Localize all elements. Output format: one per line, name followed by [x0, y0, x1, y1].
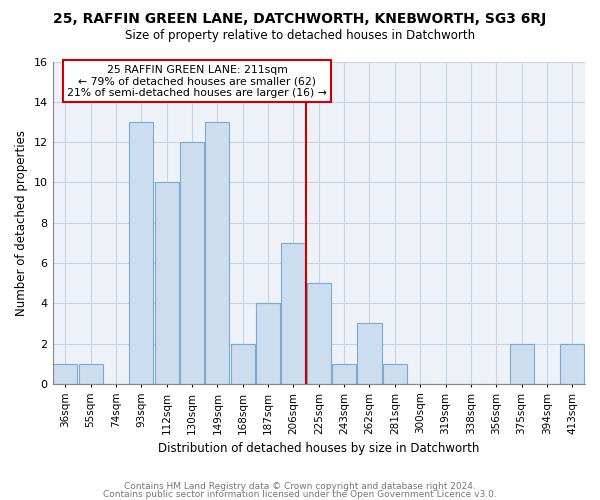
Text: Size of property relative to detached houses in Datchworth: Size of property relative to detached ho… — [125, 29, 475, 42]
Bar — [180, 142, 204, 384]
X-axis label: Distribution of detached houses by size in Datchworth: Distribution of detached houses by size … — [158, 442, 479, 455]
Bar — [281, 243, 305, 384]
Bar — [560, 344, 584, 384]
Bar — [205, 122, 229, 384]
Bar — [383, 364, 407, 384]
Bar — [509, 344, 533, 384]
Bar — [53, 364, 77, 384]
Bar — [230, 344, 255, 384]
Bar — [79, 364, 103, 384]
Bar — [129, 122, 154, 384]
Bar — [358, 324, 382, 384]
Bar — [332, 364, 356, 384]
Bar — [256, 304, 280, 384]
Bar — [155, 182, 179, 384]
Bar — [307, 283, 331, 384]
Y-axis label: Number of detached properties: Number of detached properties — [15, 130, 28, 316]
Text: 25 RAFFIN GREEN LANE: 211sqm
← 79% of detached houses are smaller (62)
21% of se: 25 RAFFIN GREEN LANE: 211sqm ← 79% of de… — [67, 64, 327, 98]
Text: Contains public sector information licensed under the Open Government Licence v3: Contains public sector information licen… — [103, 490, 497, 499]
Text: 25, RAFFIN GREEN LANE, DATCHWORTH, KNEBWORTH, SG3 6RJ: 25, RAFFIN GREEN LANE, DATCHWORTH, KNEBW… — [53, 12, 547, 26]
Text: Contains HM Land Registry data © Crown copyright and database right 2024.: Contains HM Land Registry data © Crown c… — [124, 482, 476, 491]
